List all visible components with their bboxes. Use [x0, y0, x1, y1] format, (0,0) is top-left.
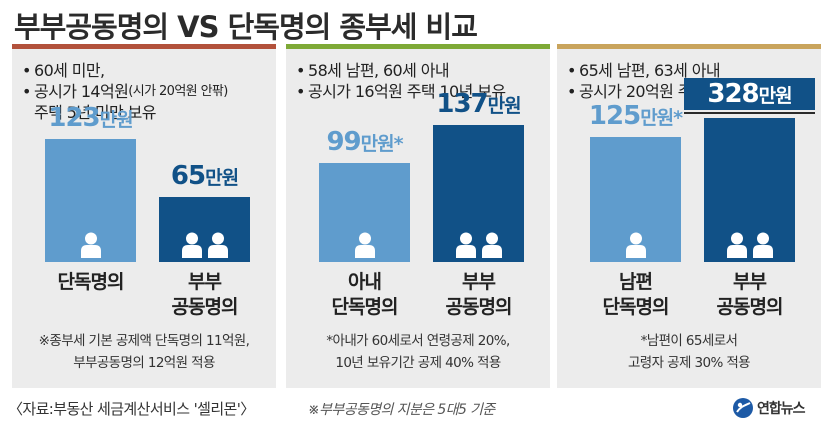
info-text: 공시가 16억원 주택 10년 보유 — [308, 82, 506, 101]
category-line: 공동명의 — [171, 296, 239, 318]
person-icon — [455, 232, 477, 262]
info-line: • 공시가 14억원 (시가 20억원 안팎) — [22, 81, 228, 102]
bar-joint-owner — [433, 125, 524, 262]
person-icon — [481, 232, 503, 262]
bar-joint-owner — [159, 197, 250, 262]
person-icon — [752, 232, 774, 262]
info-text: 주택 5년 미만 보유 — [34, 103, 156, 122]
bullet: • — [567, 82, 576, 101]
info-line: • 65세 남편, 63세 아내 — [567, 60, 776, 81]
bar-category-label: 단독명의 — [25, 270, 156, 295]
bar-value-label: 328만원 — [684, 78, 815, 110]
emphasis-line — [684, 112, 815, 114]
note-line: ※종부세 기본 공제액 단독명의 11억원, — [38, 333, 250, 349]
panel-note: ※종부세 기본 공제액 단독명의 11억원, 부부공동명의 12억원 적용 — [12, 330, 276, 374]
category-line: 부부 — [188, 271, 222, 293]
person-icon — [181, 232, 203, 262]
info-line: • 60세 미만, — [22, 60, 228, 81]
category-line: 남편 — [619, 271, 653, 293]
info-text: 65세 남편, 63세 아내 — [579, 61, 721, 80]
category-line: 부부 — [733, 271, 767, 293]
logo-text: 연합뉴스 — [757, 401, 806, 417]
person-icon — [354, 232, 376, 262]
panel-info: • 60세 미만, • 공시가 14억원 (시가 20억원 안팎) 주택 5년 미만 … — [22, 60, 228, 123]
info-line: • 58세 남편, 60세 아내 — [296, 60, 505, 81]
bullet: • — [22, 61, 31, 80]
category-line: 공동명의 — [716, 296, 784, 318]
info-text-small: (시가 20억원 안팎) — [128, 84, 228, 99]
bullet: • — [567, 61, 576, 80]
category-line: 단독명의 — [57, 271, 125, 293]
panel-top-line — [557, 44, 821, 49]
bullet: • — [296, 61, 305, 80]
bar-value-label: 137만원 — [436, 89, 521, 119]
note-line: 고령자 공제 30% 적용 — [627, 355, 751, 371]
info-line: • 공시가 16억원 주택 10년 보유 — [296, 81, 506, 102]
info-text: 58세 남편, 60세 아내 — [308, 61, 450, 80]
category-line: 단독명의 — [331, 296, 399, 318]
note-line: *아내가 60세로서 연령공제 20%, — [326, 333, 510, 349]
panel-under-60: • 60세 미만, • 공시가 14억원 (시가 20억원 안팎) 주택 5년 미만 … — [12, 44, 276, 388]
info-text: 60세 미만, — [34, 61, 105, 80]
person-icon — [726, 232, 748, 262]
note-line: 부부공동명의 12억원 적용 — [73, 355, 215, 371]
info-line: 주택 5년 미만 보유 — [22, 102, 228, 123]
bar-value-label: 123만원 — [48, 103, 133, 133]
panel-note: *남편이 65세로서 고령자 공제 30% 적용 — [557, 330, 821, 374]
bullet: • — [22, 82, 31, 101]
bar-joint-owner — [704, 118, 795, 262]
bar-value-label: 99만원* — [326, 127, 403, 157]
panel-65-63: • 65세 남편, 63세 아내 • 공시가 20억원 주택 15년 보유 *남편이… — [557, 44, 821, 388]
bar-value-label: 125만원* — [588, 101, 683, 131]
person-icon — [625, 232, 647, 262]
category-line: 공동명의 — [445, 296, 513, 318]
note-line: 10년 보유기간 공제 40% 적용 — [335, 355, 501, 371]
footer-note: ※부부공동명의 지분은 5대5 기준 — [308, 402, 495, 418]
page-title: 부부공동명의 VS 단독명의 종부세 비교 — [14, 10, 478, 44]
panel-top-line — [12, 44, 276, 49]
info-text: 공시가 14억원 — [34, 82, 129, 101]
panel-info: • 58세 남편, 60세 아내 • 공시가 16억원 주택 10년 보유 — [296, 60, 506, 102]
publisher-logo: 연합뉴스 — [732, 397, 806, 419]
globe-icon — [733, 398, 753, 418]
category-line: 단독명의 — [602, 296, 670, 318]
panel-58-60: • 58세 남편, 60세 아내 • 공시가 16억원 주택 10년 보유 *아내가… — [286, 44, 550, 388]
panel-top-line — [286, 44, 550, 49]
category-line: 부부 — [462, 271, 496, 293]
category-line: 아내 — [348, 271, 382, 293]
bar-value-label: 65만원 — [170, 161, 239, 191]
note-line: *남편이 65세로서 — [640, 333, 738, 349]
source-credit: 〈자료:부동산 세금계산서비스 '셀리몬'〉 — [8, 400, 255, 418]
panel-note: *아내가 60세로서 연령공제 20%, 10년 보유기간 공제 40% 적용 — [286, 330, 550, 374]
person-icon — [207, 232, 229, 262]
bullet: • — [296, 82, 305, 101]
person-icon — [80, 232, 102, 262]
